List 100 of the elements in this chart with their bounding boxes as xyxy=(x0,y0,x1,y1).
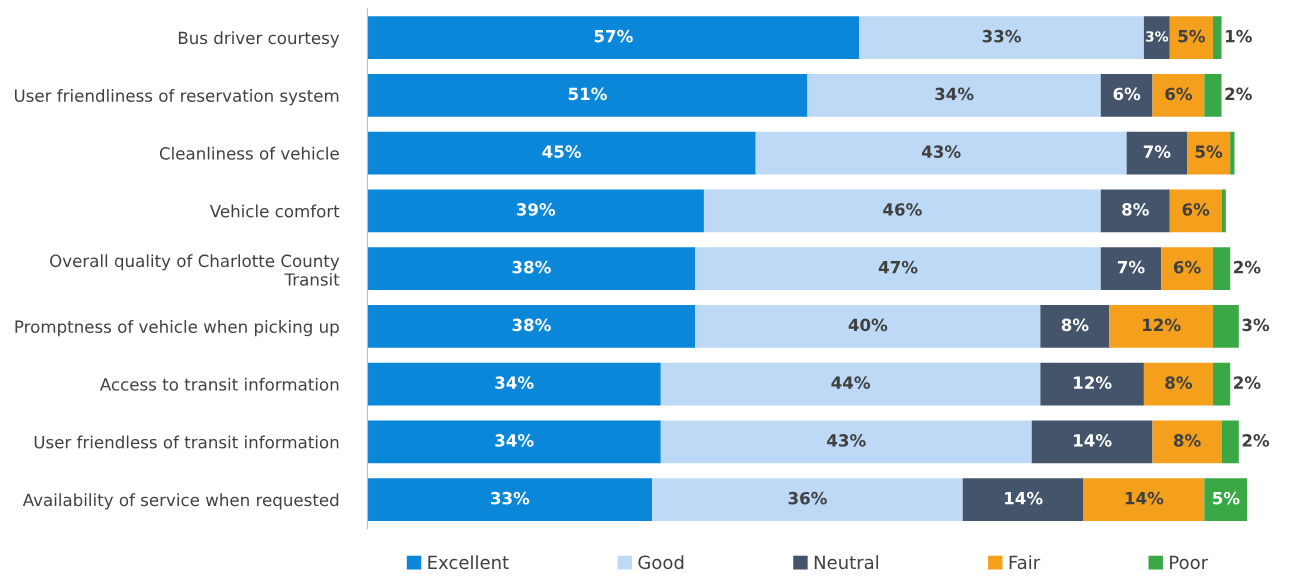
data-label: 40% xyxy=(848,318,888,332)
data-label: 7% xyxy=(1143,145,1171,158)
y-tick-label: Availability of service when requested xyxy=(22,493,339,510)
bar xyxy=(1143,16,1170,59)
y-tick-label: Vehicle comfort xyxy=(209,204,340,218)
data-label: 43% xyxy=(921,145,961,158)
data-label: 34% xyxy=(935,87,974,101)
bar xyxy=(367,478,653,522)
bar xyxy=(367,74,808,117)
y-tick-label: Access to transit information xyxy=(99,377,339,391)
bar xyxy=(1204,74,1222,117)
data-label: 14% xyxy=(1074,434,1112,447)
bar xyxy=(1083,478,1205,522)
data-label: 45% xyxy=(542,145,582,158)
bar xyxy=(1040,305,1110,348)
bar xyxy=(1212,16,1222,59)
data-label: 1% xyxy=(1226,29,1252,43)
data-label: 14% xyxy=(1125,491,1164,505)
data-label: 3% xyxy=(1242,318,1270,332)
data-label: 12% xyxy=(1143,318,1181,332)
bar xyxy=(695,305,1041,348)
data-label: 5% xyxy=(1195,145,1223,158)
data-label: 34% xyxy=(495,434,534,447)
bar xyxy=(1031,420,1153,464)
data-label: 33% xyxy=(491,491,530,505)
bar xyxy=(703,189,1101,233)
bar xyxy=(1221,189,1226,233)
data-label: 38% xyxy=(512,260,551,274)
y-tick-label: Bus driver courtesy xyxy=(178,31,340,48)
bar xyxy=(1152,74,1205,117)
data-label: 2% xyxy=(1234,260,1261,274)
legend-label: Poor xyxy=(1170,555,1209,570)
bar xyxy=(1212,362,1231,406)
bar xyxy=(1152,420,1222,464)
bar xyxy=(1212,305,1239,348)
data-label: 8% xyxy=(1165,376,1193,389)
data-label: 2% xyxy=(1225,87,1252,101)
bar xyxy=(962,478,1084,522)
data-label: 6% xyxy=(1165,87,1193,101)
bar xyxy=(1040,362,1144,406)
bar xyxy=(1100,189,1170,233)
data-label: 8% xyxy=(1173,434,1201,447)
bar xyxy=(1109,305,1213,348)
bar xyxy=(367,305,696,348)
data-label: 8% xyxy=(1122,203,1149,216)
data-label: 38% xyxy=(512,318,551,332)
bar xyxy=(367,189,704,233)
data-label: 5% xyxy=(1212,491,1240,505)
data-label: 12% xyxy=(1074,376,1112,389)
bar xyxy=(1169,189,1222,233)
data-label: 6% xyxy=(1182,203,1210,216)
bar xyxy=(367,247,696,291)
bar xyxy=(1100,74,1153,117)
data-label: 34% xyxy=(495,376,534,389)
bar xyxy=(1100,247,1162,291)
bar xyxy=(1204,478,1248,522)
data-label: 2% xyxy=(1234,376,1261,389)
bar xyxy=(1221,420,1239,464)
data-label: 6% xyxy=(1113,87,1141,101)
bar xyxy=(1212,247,1231,291)
bar xyxy=(807,74,1101,117)
data-label: 51% xyxy=(568,87,607,101)
bar xyxy=(1143,362,1213,406)
bar xyxy=(660,420,1032,464)
bar xyxy=(1126,131,1188,175)
legend-label: Excellent xyxy=(428,555,509,570)
data-label: 46% xyxy=(883,203,922,216)
legend-label: Fair xyxy=(1009,555,1041,570)
y-tick-label: Cleanliness of vehicle xyxy=(159,146,339,160)
bar xyxy=(367,362,661,406)
y-tick-label: Overall quality of Charlotte County Transit xyxy=(50,254,340,286)
bar xyxy=(367,16,860,59)
y-tick-label: User friendless of transit information xyxy=(34,435,339,449)
data-label: 3% xyxy=(1145,31,1169,42)
data-label: 47% xyxy=(878,260,918,274)
data-label: 5% xyxy=(1178,29,1205,43)
bar xyxy=(660,362,1041,406)
data-label: 14% xyxy=(1005,491,1043,505)
data-label: 36% xyxy=(788,491,827,505)
data-label: 8% xyxy=(1061,318,1089,332)
bar xyxy=(859,16,1144,59)
bar xyxy=(367,131,756,175)
bar xyxy=(1161,247,1213,291)
bar xyxy=(1187,131,1231,175)
legend-label: Good xyxy=(638,555,684,570)
bar xyxy=(652,478,963,522)
data-label: 7% xyxy=(1117,260,1145,274)
bar xyxy=(755,131,1127,175)
legend-label: Neutral xyxy=(814,555,879,570)
data-label: 2% xyxy=(1242,434,1270,447)
bar xyxy=(367,420,661,464)
y-tick-label: Promptness of vehicle when picking up xyxy=(15,320,339,337)
bar xyxy=(1169,16,1213,59)
data-label: 39% xyxy=(516,203,556,216)
data-label: 33% xyxy=(982,29,1021,43)
data-label: 57% xyxy=(594,29,633,43)
data-label: 44% xyxy=(831,376,871,389)
data-label: 6% xyxy=(1173,260,1201,274)
bar xyxy=(1230,131,1235,175)
y-tick-label: User friendliness of reservation system xyxy=(14,89,339,106)
